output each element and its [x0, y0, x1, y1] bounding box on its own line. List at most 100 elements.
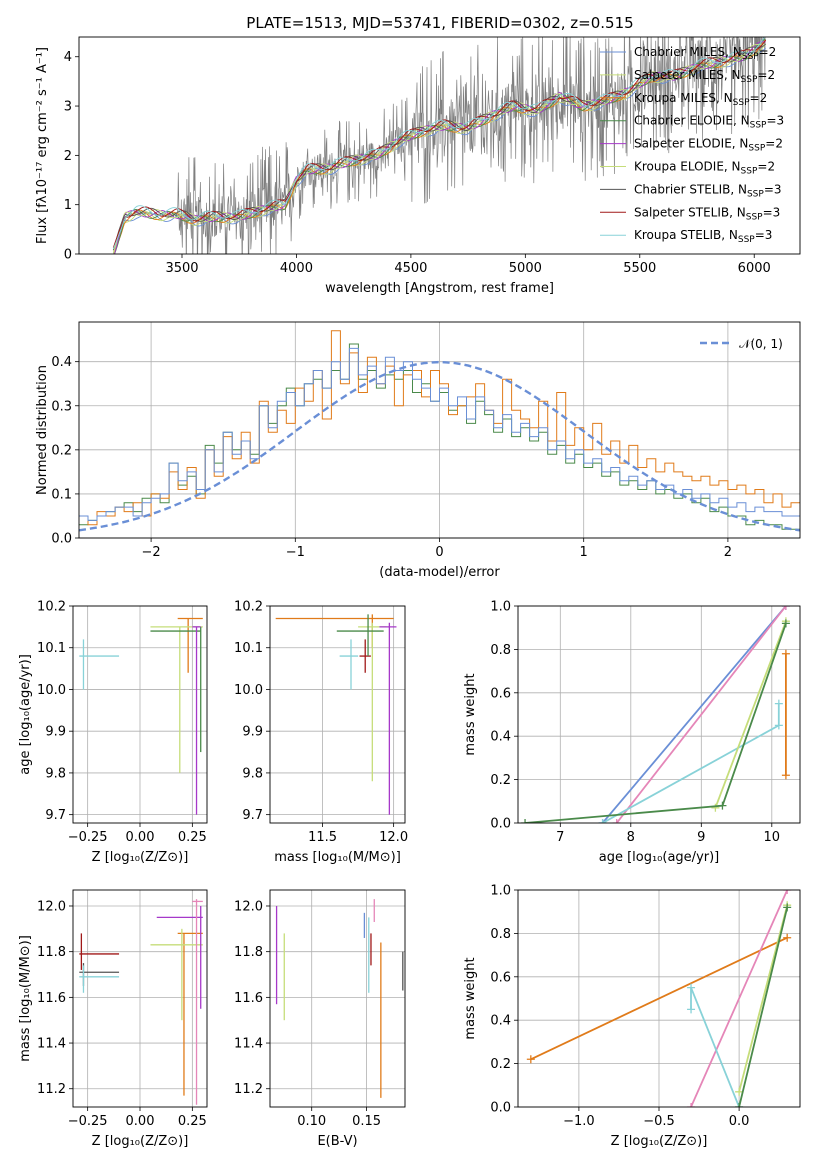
weight-vs-Z-marker-4-0 — [735, 1103, 744, 1107]
age-vs-Z-ytick-label-3: 10.0 — [37, 683, 66, 698]
weight-vs-age-ytick-label-0: 0.0 — [490, 817, 511, 832]
spectrum-plot-area — [112, 37, 767, 254]
spectrum-model-line-5 — [113, 43, 766, 254]
residuals-plot-area — [79, 330, 800, 532]
weight-vs-Z-marker-4-1 — [783, 903, 792, 912]
spectrum-legend-label-7: Salpeter STELIB, NSSP=3 — [634, 205, 780, 222]
residuals-xtick-label-1: −1 — [286, 545, 305, 560]
spectrum-ytick-label-1: 1 — [64, 198, 72, 213]
age-vs-mass-xtick-label-1: 12.0 — [379, 830, 408, 845]
mass-vs-EBV-xtick-label-0: 0.10 — [297, 1114, 326, 1129]
weight-vs-age-marker-2-1 — [774, 721, 783, 730]
weight-vs-Z-line-4 — [738, 907, 789, 1107]
spectrum-legend-label-3: Chabrier ELODIE, NSSP=3 — [634, 114, 784, 131]
age-vs-mass-ytick-label-4: 10.1 — [234, 641, 263, 656]
weight-vs-age-line-1 — [615, 606, 787, 823]
age-vs-mass-xtick-label-0: 11.5 — [308, 830, 337, 845]
weight-vs-age-xtick-label-2: 9 — [697, 830, 705, 845]
residuals-frame — [78, 321, 801, 539]
weight-vs-age-ytick-label-1: 0.2 — [490, 773, 511, 788]
mass-vs-EBV-ytick-label-4: 12.0 — [234, 899, 263, 914]
residuals-ytick-label-1: 0.1 — [51, 487, 72, 502]
weight-vs-age-xtick-label-3: 10 — [764, 830, 781, 845]
age-vs-Z-xtick-label-2: 0.25 — [178, 830, 207, 845]
spectrum-model-line-8 — [112, 37, 766, 250]
mass-vs-Z-ytick-label-2: 11.6 — [37, 991, 66, 1006]
weight-vs-age-ytick-label-2: 0.4 — [490, 730, 511, 745]
spectrum-legend-label-5: Kroupa ELODIE, NSSP=2 — [634, 160, 775, 177]
mass-vs-Z-ytick-label-0: 11.2 — [37, 1082, 66, 1097]
age-vs-Z-plot-area — [79, 617, 203, 815]
spectrum-legend-label-4: Salpeter ELODIE, NSSP=2 — [634, 137, 783, 154]
age-vs-mass-xlabel: mass [log₁₀(M/M⊙)] — [274, 850, 401, 865]
age-vs-Z-ytick-label-5: 10.2 — [37, 600, 66, 615]
spectrum-xtick-label-0: 3500 — [165, 261, 198, 276]
residuals-ytick-label-3: 0.3 — [51, 399, 72, 414]
mass-vs-EBV-xtick-label-1: 0.15 — [352, 1114, 381, 1129]
weight-vs-age-ytick-label-4: 0.8 — [490, 643, 511, 658]
spectrum-xlabel: wavelength [Angstrom, rest frame] — [325, 281, 554, 296]
weight-vs-Z-plot-area — [526, 890, 792, 1107]
mass-vs-Z-xlabel: Z [log₁₀(Z/Z⊙)] — [92, 1134, 189, 1149]
spectrum-model-line-7 — [112, 39, 767, 248]
weight-vs-age-marker-4-2 — [781, 619, 790, 628]
weight-vs-Z-marker-0-0 — [526, 1055, 535, 1064]
plot-layer: 3500 4000 4500 5000 5500 6000 0 1 2 3 4 wavelength … — [18, 36, 801, 1149]
weight-vs-Z-ytick-label-0: 0.0 — [490, 1101, 511, 1116]
age-vs-mass-frame — [269, 605, 406, 824]
weight-vs-age-plot-area — [521, 606, 790, 823]
mass-vs-EBV-ytick-label-0: 11.2 — [234, 1082, 263, 1097]
residuals-xtick-label-4: 2 — [724, 545, 732, 560]
residuals-xtick-label-2: 0 — [435, 545, 443, 560]
weight-vs-age-xlabel: age [log₁₀(age/yr)] — [599, 850, 720, 865]
spectrum-xtick-label-5: 6000 — [738, 261, 771, 276]
spectrum-xtick-label-1: 4000 — [280, 261, 313, 276]
spectrum-ytick-label-3: 3 — [64, 100, 72, 115]
weight-vs-Z-marker-1-1 — [783, 890, 792, 894]
residual-histogram-2 — [79, 347, 800, 521]
spectrum-legend-label-8: Kroupa STELIB, NSSP=3 — [634, 228, 772, 245]
weight-vs-age-line-3 — [714, 620, 787, 809]
age-vs-mass-plot-area — [275, 614, 397, 815]
weight-vs-age-marker-1-1 — [781, 606, 790, 610]
age-vs-mass-ytick-label-0: 9.7 — [242, 808, 263, 823]
spectrum-xtick-label-4: 5500 — [623, 261, 656, 276]
weight-vs-age-marker-2-2 — [774, 699, 783, 708]
age-vs-Z-ylabel: age [log₁₀(age/yr)] — [18, 654, 33, 775]
spectrum-model-line-1 — [112, 43, 767, 253]
weight-vs-age-xtick-label-1: 8 — [627, 830, 635, 845]
residual-legend-label: 𝒩(0, 1) — [739, 337, 783, 351]
age-vs-Z-ytick-label-2: 9.9 — [45, 725, 66, 740]
spectrum-frame — [78, 36, 801, 255]
weight-vs-Z-xlabel: Z [log₁₀(Z/Z⊙)] — [611, 1134, 708, 1149]
spectrum-xtick-label-2: 4500 — [394, 261, 427, 276]
mass-vs-EBV-xlabel: E(B-V) — [317, 1134, 357, 1149]
spectrum-ylabel: Flux [fλ10⁻¹⁷ erg cm⁻² s⁻¹ A⁻¹] — [35, 47, 50, 244]
mass-vs-EBV-ytick-label-3: 11.8 — [234, 945, 263, 960]
spectrum-ytick-label-2: 2 — [64, 149, 72, 164]
spectrum-model-line-6 — [112, 43, 766, 251]
weight-vs-age-frame — [517, 605, 801, 824]
age-vs-mass-ytick-label-3: 10.0 — [234, 683, 263, 698]
figure-title: PLATE=1513, MJD=53741, FIBERID=0302, z=0… — [246, 14, 633, 32]
age-vs-Z-xlabel: Z [log₁₀(Z/Z⊙)] — [92, 850, 189, 865]
weight-vs-age-marker-4-0 — [521, 819, 530, 823]
weight-vs-Z-xtick-label-0: −1.0 — [563, 1114, 595, 1129]
age-vs-Z-xtick-label-1: 0.00 — [126, 830, 155, 845]
residuals-xtick-label-0: −2 — [142, 545, 161, 560]
weight-vs-age-marker-5-0 — [781, 771, 790, 780]
weight-vs-Z-ylabel: mass weight — [463, 957, 478, 1039]
weight-vs-Z-line-3 — [738, 904, 789, 1093]
weight-vs-Z-marker-2-0 — [687, 1005, 696, 1014]
weight-vs-Z-ytick-label-1: 0.2 — [490, 1057, 511, 1072]
weight-vs-Z-line-0 — [530, 936, 788, 1061]
residuals-ytick-label-0: 0.0 — [51, 532, 72, 547]
age-vs-Z-ytick-label-0: 9.7 — [45, 808, 66, 823]
weight-vs-age-line-0 — [601, 606, 787, 823]
weight-vs-Z-frame — [517, 889, 801, 1108]
age-vs-mass-ytick-label-1: 9.8 — [242, 766, 263, 781]
weight-vs-age-ytick-label-5: 1.0 — [490, 600, 511, 615]
weight-vs-Z-marker-2-1 — [687, 983, 696, 992]
mass-vs-Z-ylabel: mass [log₁₀(M/M⊙)] — [18, 935, 33, 1062]
